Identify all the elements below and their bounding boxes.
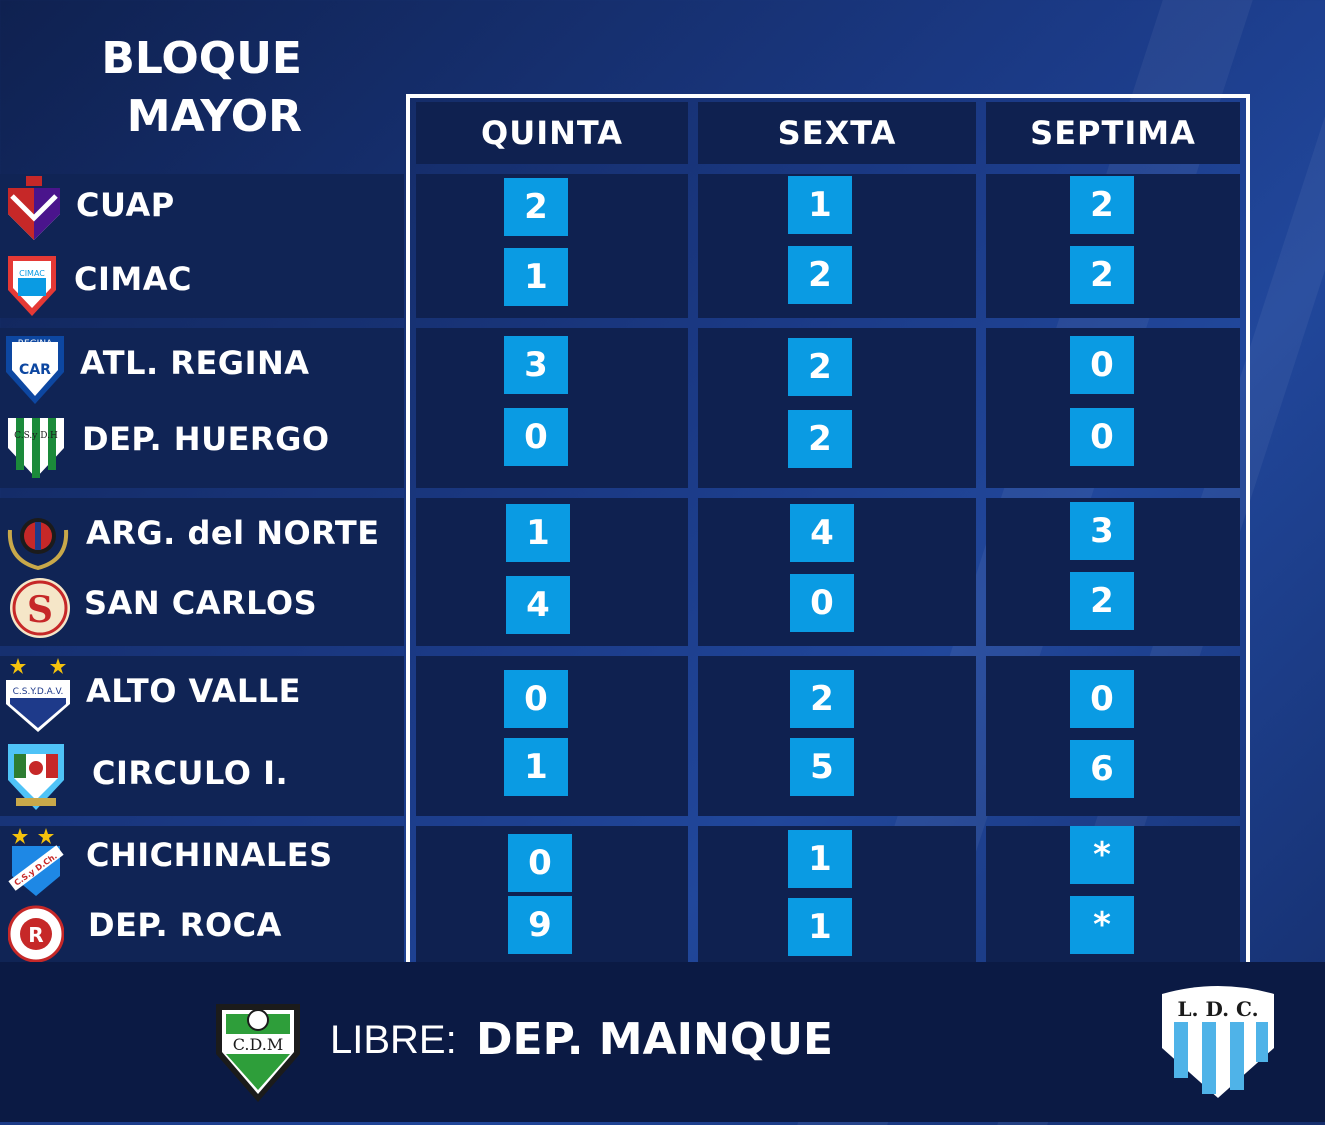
team-name-away: DEP. HUERGO [82, 420, 330, 458]
ldc-crest-icon: L. D. C. [1162, 986, 1274, 1098]
score-box: 1 [504, 738, 568, 796]
score-box: 1 [506, 504, 570, 562]
column-header-sexta: SEXTA [698, 102, 976, 164]
team-name-home: ARG. del NORTE [86, 514, 380, 552]
title-line-1: BLOQUE [101, 33, 302, 84]
score-box: 2 [504, 178, 568, 236]
score-box: * [1070, 826, 1134, 884]
score-box: 6 [1070, 740, 1134, 798]
title-line-2: MAYOR [126, 91, 302, 142]
chichinales-crest-icon: C.S.y D.Ch. [8, 828, 64, 896]
svg-text:C.D.M: C.D.M [233, 1035, 283, 1054]
svg-text:CIMAC: CIMAC [19, 269, 45, 278]
score-box: 0 [1070, 408, 1134, 466]
team-name-away: CIMAC [74, 260, 192, 298]
score-box: 0 [1070, 336, 1134, 394]
regina-crest-icon: REGINA CAR [6, 336, 64, 404]
score-box: 0 [504, 408, 568, 466]
score-box: 1 [788, 898, 852, 956]
score-box: * [1070, 896, 1134, 954]
score-box: 3 [1070, 502, 1134, 560]
huergo-crest-icon: C.S.y D.H [8, 418, 64, 478]
mainque-crest-icon: C.D.M [216, 1004, 300, 1102]
svg-text:C.S.y D.H: C.S.y D.H [14, 431, 58, 441]
dep-roca-crest-icon: R [8, 905, 64, 963]
cuap-crest-icon [8, 176, 60, 240]
cimac-crest-icon: CIMAC [8, 256, 56, 316]
libre-team-name: DEP. MAINQUE [476, 1014, 834, 1065]
match-row-2-bg [0, 328, 404, 488]
score-box: 0 [508, 834, 572, 892]
column-header-quinta: QUINTA [416, 102, 688, 164]
svg-text:S: S [27, 589, 53, 631]
match-row-1-bg [0, 174, 404, 318]
score-box: 4 [790, 504, 854, 562]
score-box: 2 [1070, 572, 1134, 630]
column-header-septima: SEPTIMA [986, 102, 1240, 164]
team-name-home: CHICHINALES [86, 836, 333, 874]
score-box: 0 [790, 574, 854, 632]
libre-label: LIBRE: [330, 1018, 457, 1062]
score-box: 0 [1070, 670, 1134, 728]
score-box: 1 [788, 830, 852, 888]
page-title: BLOQUE MAYOR [40, 30, 302, 146]
team-name-away: DEP. ROCA [88, 906, 282, 944]
alto-valle-crest-icon: C.S.Y.D.A.V. [6, 658, 70, 732]
score-box: 3 [504, 336, 568, 394]
score-box: 9 [508, 896, 572, 954]
score-box: 2 [788, 338, 852, 396]
score-box: 1 [504, 248, 568, 306]
match-row-5-bg [0, 826, 404, 962]
score-box: 2 [1070, 246, 1134, 304]
score-box: 1 [788, 176, 852, 234]
svg-text:C.S.Y.D.A.V.: C.S.Y.D.A.V. [13, 687, 64, 697]
san-carlos-crest-icon: S [10, 578, 70, 638]
team-name-home: CUAP [76, 186, 175, 224]
team-name-away: SAN CARLOS [84, 584, 318, 622]
score-box: 2 [788, 410, 852, 468]
score-box: 5 [790, 738, 854, 796]
svg-text:REGINA: REGINA [18, 339, 53, 349]
svg-text:L. D. C.: L. D. C. [1177, 997, 1258, 1021]
score-box: 4 [506, 576, 570, 634]
score-box: 2 [788, 246, 852, 304]
score-box: 2 [1070, 176, 1134, 234]
results-grid-frame [406, 94, 1250, 964]
svg-text:R: R [28, 923, 43, 947]
score-box: 2 [790, 670, 854, 728]
team-name-home: ALTO VALLE [86, 672, 302, 710]
match-row-3-bg [0, 498, 404, 646]
circulo-crest-icon [8, 744, 64, 810]
team-name-home: ATL. REGINA [80, 344, 310, 382]
svg-text:CAR: CAR [19, 362, 51, 378]
score-box: 0 [504, 670, 568, 728]
arg-del-norte-crest-icon [7, 518, 69, 570]
team-name-away: CIRCULO I. [92, 754, 289, 792]
